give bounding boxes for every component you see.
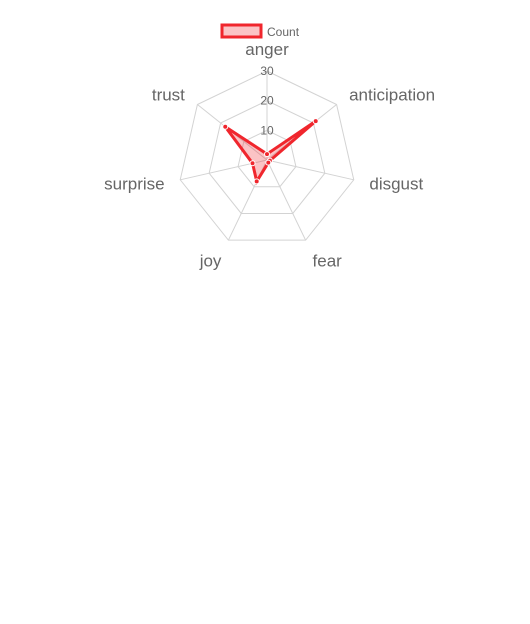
tick-labels: 10 20 30 [260, 64, 274, 137]
data-point-fear[interactable] [265, 159, 272, 166]
data-point-anger[interactable] [264, 151, 270, 158]
axis-label-anger: anger [245, 40, 289, 59]
legend[interactable]: Count [220, 23, 300, 39]
axis-label-fear: fear [313, 252, 343, 271]
legend-swatch [220, 23, 263, 39]
data-point-surprise[interactable] [249, 160, 256, 167]
axis-label-anticipation: anticipation [349, 86, 435, 105]
grid-ring [237, 129, 297, 188]
tick-label: 10 [260, 123, 274, 137]
series-area [224, 119, 317, 186]
series-layer [222, 118, 319, 186]
axis-label-disgust: disgust [369, 174, 423, 193]
grid-spoke [266, 159, 354, 181]
grid-ring [208, 100, 326, 214]
tick-label: 30 [260, 64, 274, 78]
data-point-joy[interactable] [253, 178, 260, 185]
grid-ring [179, 70, 355, 241]
axis-label-surprise: surprise [104, 174, 164, 193]
axis-label-joy: joy [199, 252, 222, 271]
data-point-anticipation[interactable] [312, 118, 319, 125]
grid-spoke [266, 159, 307, 241]
tick-label: 20 [260, 94, 274, 108]
axis-label-trust: trust [152, 86, 185, 105]
data-point-trust[interactable] [222, 123, 229, 130]
legend-label: Count [267, 25, 300, 39]
axis-labels: anger anticipation disgust fear joy surprise t… [104, 40, 435, 271]
